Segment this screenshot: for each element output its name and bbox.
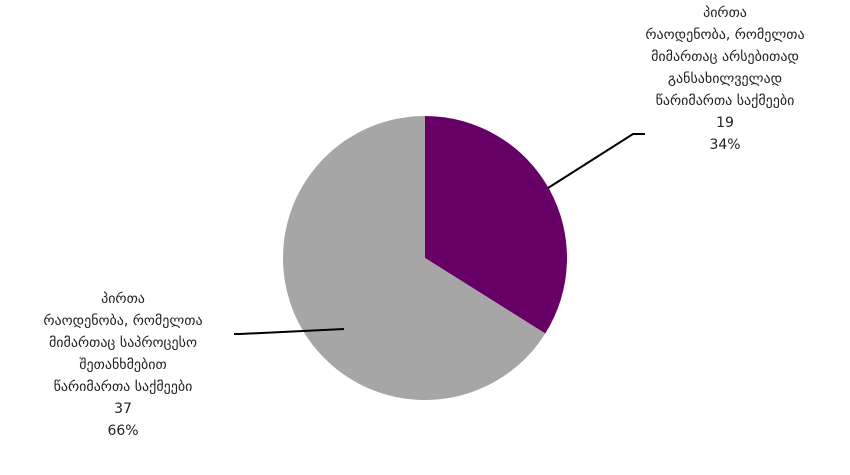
slice-2-value: 37	[114, 401, 132, 417]
pie-slice-1	[425, 116, 567, 334]
slice-1-label-line-3: მიმართაც არსებითად	[651, 49, 799, 65]
slice-1-label-line-2: რაოდენობა, რომელთა	[645, 27, 805, 43]
slice-2-label-line-2: რაოდენობა, რომელთა	[43, 313, 203, 329]
slice-2-label-line-3: მიმართაც საპროცესო	[48, 335, 197, 351]
slice-1-label-line-1: პირთა	[703, 5, 747, 21]
slice-1-percent: 34%	[709, 137, 741, 153]
slice-2-label-line-4: შეთანხმებით	[79, 357, 167, 373]
leader-line-slice-1	[547, 133, 645, 189]
slice-2-percent: 66%	[107, 423, 139, 439]
slice-1-value: 19	[716, 115, 734, 131]
data-label-slice-2: პირთა რაოდენობა, რომელთა მიმართაც საპროც…	[0, 288, 246, 442]
leader-line-slice-2	[234, 328, 345, 335]
slice-1-label-line-5: წარიმართა საქმეები	[655, 93, 795, 109]
slice-1-label-line-4: განსახილველად	[667, 71, 783, 87]
slice-2-label-line-1: პირთა	[101, 291, 145, 307]
pie-slice-2	[283, 116, 546, 401]
data-label-slice-1: პირთა რაოდენობა, რომელთა მიმართაც არსები…	[590, 2, 850, 156]
slice-2-label-line-5: წარიმართა საქმეები	[53, 379, 193, 395]
